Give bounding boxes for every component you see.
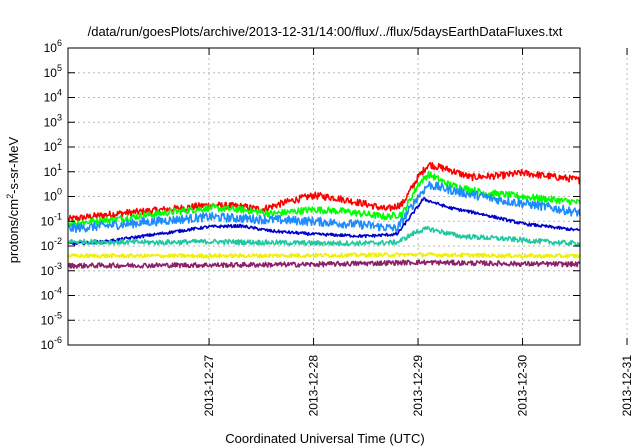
y-tick-label: 10-1 [41,211,62,228]
y-tick-label: 10-6 [41,335,62,352]
y-axis-title-base: protons/cm [6,199,21,263]
y-tick-label: 10-5 [41,310,62,327]
y-tick-label: 105 [44,63,62,80]
y-tick-label: 104 [44,88,62,105]
chart-title: /data/run/goesPlots/archive/2013-12-31/1… [88,24,563,39]
series-line-7 [67,259,581,269]
x-tick-label: 2013-12-27 [202,355,216,417]
x-axis-ticks: 2013-12-27 2013-12-28 2013-12-29 2013-12-30… [202,48,634,416]
x-tick-label: 2013-12-30 [516,355,530,417]
y-tick-label: 10-4 [41,286,62,303]
y-tick-label: 103 [44,112,62,129]
y-tick-label: 10-2 [41,236,62,253]
series-line-6 [67,252,581,259]
x-tick-label: 2013-12-31 [620,355,634,417]
series-line-4 [67,197,581,246]
y-axis-title-rest: -s-sr-MeV [6,136,21,193]
y-axis-ticks: 10-6 10-5 10-4 10-3 10-2 10-1 100 101 102 103 104 1… [41,38,580,352]
series-line-1 [67,161,581,222]
x-axis-title: Coordinated Universal Time (UTC) [225,431,424,446]
x-tick-label: 2013-12-28 [307,355,321,417]
x-tick-label: 2013-12-29 [411,355,425,417]
y-tick-label: 106 [44,38,62,55]
y-axis-title: protons/cm2-s-sr-MeV [5,136,21,263]
y-tick-label: 10-3 [41,261,62,278]
series-group [67,161,581,269]
series-line-3 [67,181,581,234]
series-line-5 [67,225,581,247]
series-line-2 [67,170,581,228]
y-axis-title-sup: 2 [5,194,15,199]
y-tick-label: 101 [44,162,62,179]
y-tick-label: 100 [44,187,62,204]
y-tick-label: 102 [44,137,62,154]
